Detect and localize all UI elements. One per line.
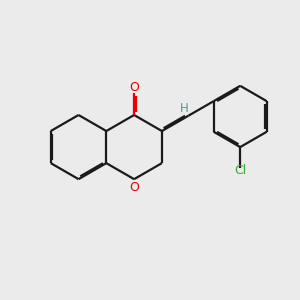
Text: O: O — [129, 81, 139, 94]
Text: O: O — [129, 181, 139, 194]
Text: H: H — [180, 102, 189, 115]
Text: Cl: Cl — [234, 164, 246, 177]
